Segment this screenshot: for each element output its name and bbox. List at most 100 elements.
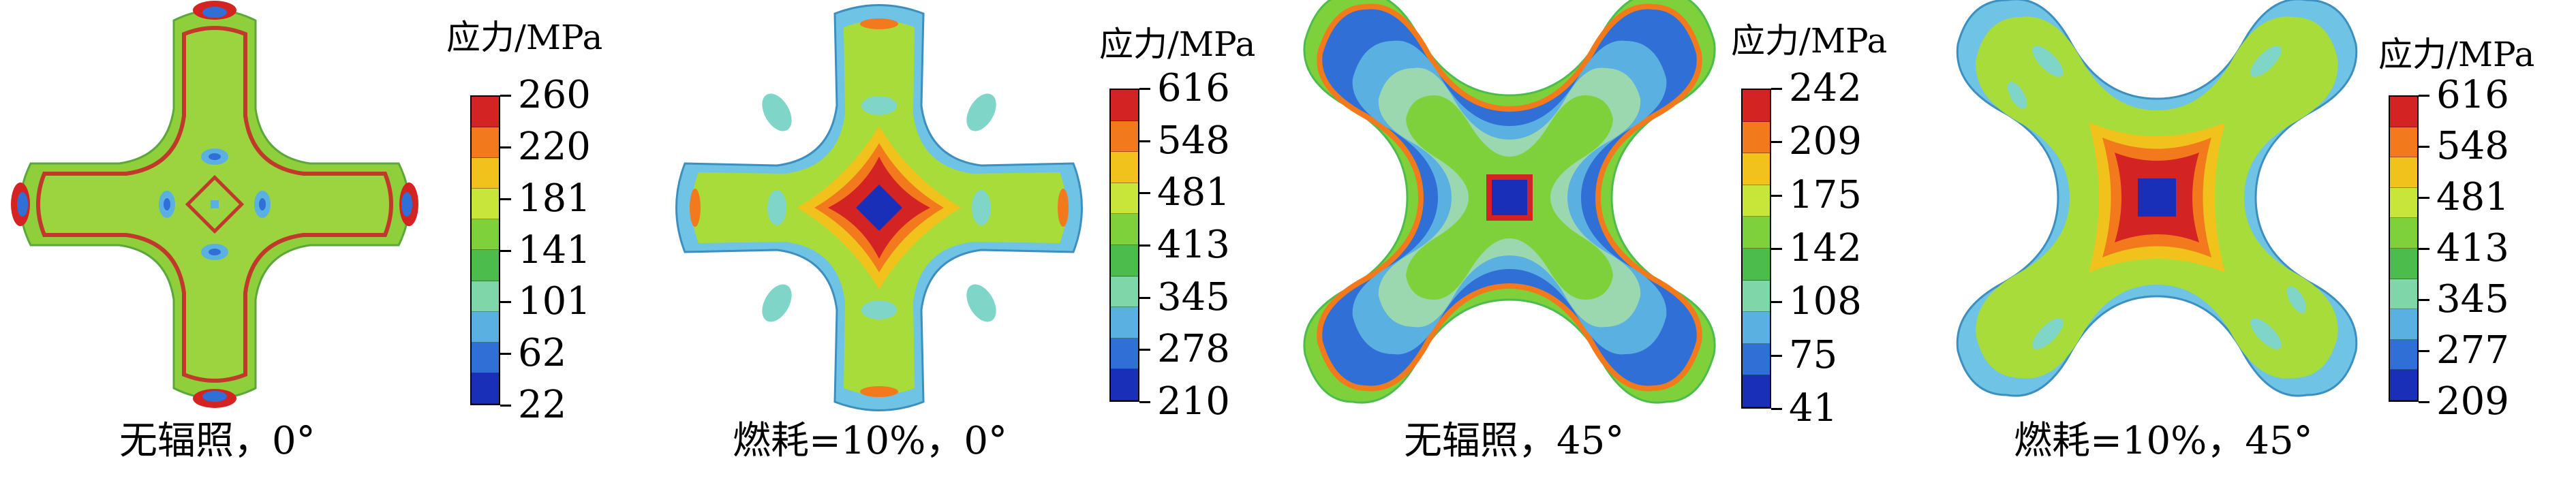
legend-title: 应力/MPa: [446, 18, 603, 57]
legend-color-segment: [1111, 307, 1138, 338]
legend-color-segment: [1111, 214, 1138, 245]
legend-tick-label: 345: [1157, 274, 1230, 319]
legend-tick-mark: [2419, 299, 2429, 301]
legend-title: 应力/MPa: [1099, 25, 1256, 64]
legend-tick-mark: [500, 353, 511, 356]
stress-contour-plot-3: [1303, 0, 1716, 404]
stress-contour-plot-1: [11, 1, 418, 408]
legend-color-segment: [2390, 97, 2417, 127]
legend-tick-mark: [500, 405, 511, 407]
legend-tick-label: 108: [1789, 279, 1862, 324]
legend-tick-label: 278: [1157, 327, 1230, 372]
panel-no-irradiation-0deg: 应力/MPa 260 220 181 141 101 62 22 无辐照，0°: [0, 0, 644, 489]
legend-tick-mark: [1771, 248, 1782, 250]
legend-color-segment: [472, 281, 499, 312]
legend-color-segment: [1743, 375, 1770, 407]
legend-title: 应力/MPa: [1731, 21, 1888, 61]
legend-tick-label: 141: [518, 227, 591, 272]
legend-tick-mark: [1771, 141, 1782, 144]
legend-color-segment: [1743, 217, 1770, 249]
legend-color-segment: [2390, 157, 2417, 188]
legend-tick-mark: [1771, 301, 1782, 304]
legend-color-segment: [1111, 276, 1138, 308]
legend-tick-mark: [1139, 245, 1150, 247]
legend-tick-mark: [2419, 401, 2429, 403]
legend-color-segment: [1743, 343, 1770, 376]
legend-tick-label: 260: [518, 73, 591, 117]
legend-color-segment: [472, 373, 499, 404]
legend-tick-mark: [500, 95, 511, 97]
legend-color-segment: [2390, 370, 2417, 400]
legend-tick-mark: [2419, 350, 2429, 352]
legend-tick-label: 75: [1789, 332, 1838, 377]
legend-color-segment: [472, 311, 499, 343]
legend-tick-label: 616: [2436, 73, 2509, 117]
legend-color-segment: [1111, 90, 1138, 121]
legend-color-segment: [472, 250, 499, 281]
legend-tick-label: 481: [1157, 170, 1230, 215]
panel-caption: 无辐照，0°: [119, 419, 316, 463]
legend-color-segment: [1743, 90, 1770, 122]
legend-color-segment: [1111, 369, 1138, 400]
legend-tick-label: 101: [518, 279, 591, 324]
legend-tick-mark: [1139, 88, 1150, 90]
legend-tick-label: 277: [2436, 328, 2509, 373]
legend-tick-mark: [1139, 140, 1150, 142]
legend-color-segment: [472, 219, 499, 251]
legend-color-segment: [1743, 248, 1770, 281]
color-legend-bar: [470, 95, 500, 405]
legend-tick-mark: [1771, 88, 1782, 90]
legend-color-segment: [472, 97, 499, 128]
color-legend-bar: [1741, 89, 1771, 409]
panel-caption: 燃耗=10%，45°: [2014, 419, 2313, 463]
legend-color-segment: [1743, 121, 1770, 154]
legend-tick-mark: [1771, 354, 1782, 357]
legend-color-segment: [1743, 185, 1770, 217]
stress-contour-plot-4: [1956, 0, 2358, 397]
legend-tick-mark: [1139, 192, 1150, 195]
legend-tick-label: 616: [1157, 66, 1230, 110]
legend-color-segment: [1111, 121, 1138, 153]
legend-color-segment: [472, 342, 499, 373]
legend-color-segment: [472, 127, 499, 159]
legend-tick-label: 22: [518, 383, 567, 427]
legend-title: 应力/MPa: [2378, 35, 2535, 74]
legend-tick-label: 481: [2436, 175, 2509, 219]
legend-color-segment: [1743, 153, 1770, 185]
legend-tick-mark: [500, 146, 511, 148]
legend-tick-label: 175: [1789, 172, 1862, 217]
legend-tick-label: 548: [1157, 118, 1230, 163]
legend-color-segment: [472, 189, 499, 220]
legend-color-segment: [1111, 338, 1138, 370]
legend-tick-mark: [1139, 296, 1150, 299]
legend-tick-mark: [500, 249, 511, 252]
legend-color-segment: [2390, 127, 2417, 158]
color-legend-bar: [2389, 95, 2419, 402]
legend-color-segment: [2390, 339, 2417, 370]
legend-color-segment: [2390, 187, 2417, 219]
legend-color-segment: [1743, 312, 1770, 344]
legend-color-segment: [1111, 152, 1138, 183]
legend-tick-label: 181: [518, 176, 591, 221]
legend-tick-label: 413: [1157, 223, 1230, 267]
stress-contour-plot-2: [675, 4, 1083, 411]
legend-color-segment: [472, 158, 499, 189]
color-legend-bar: [1109, 89, 1139, 402]
legend-tick-label: 210: [1157, 379, 1230, 424]
legend-tick-label: 548: [2436, 124, 2509, 168]
panel-burnup-10pct-0deg: 应力/MPa 616 548 481 413 345 278 210 燃耗=10%，0°: [644, 0, 1288, 489]
legend-color-segment: [1743, 280, 1770, 313]
legend-color-segment: [2390, 218, 2417, 249]
legend-tick-label: 345: [2436, 277, 2509, 321]
legend-tick-label: 242: [1789, 66, 1862, 110]
legend-tick-mark: [1139, 401, 1150, 403]
legend-tick-mark: [2419, 146, 2429, 148]
panel-caption: 燃耗=10%，0°: [733, 419, 1008, 463]
panel-no-irradiation-45deg: 应力/MPa 242 209 175 142 108 75 41 无辐照，45°: [1288, 0, 1932, 489]
legend-tick-mark: [500, 198, 511, 200]
legend-tick-label: 220: [518, 124, 591, 169]
legend-tick-label: 209: [1789, 119, 1862, 164]
legend-tick-mark: [2419, 95, 2429, 97]
legend-tick-mark: [1771, 194, 1782, 197]
legend-tick-label: 209: [2436, 379, 2509, 424]
